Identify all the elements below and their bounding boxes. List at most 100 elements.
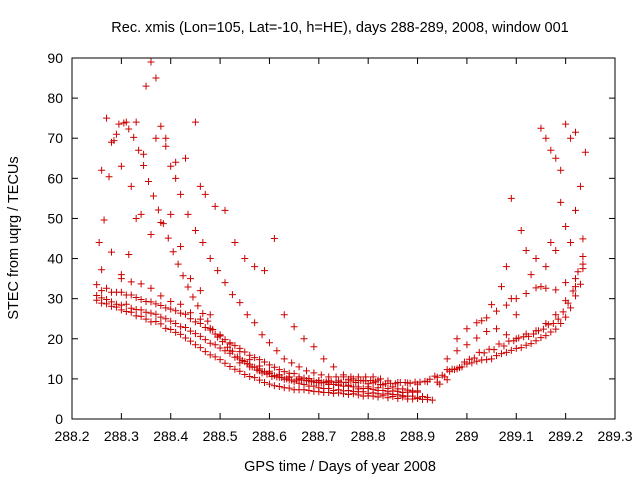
y-tick-label: 10 — [47, 371, 63, 387]
data-point — [226, 347, 234, 355]
data-point — [288, 359, 296, 367]
data-point — [369, 385, 377, 393]
data-point — [389, 383, 397, 391]
data-point — [354, 373, 362, 381]
x-axis-label: GPS time / Days of year 2008 — [244, 459, 436, 475]
data-point — [256, 367, 264, 375]
data-point — [460, 358, 468, 366]
data-point — [117, 288, 125, 296]
data-point — [542, 320, 550, 328]
data-point — [100, 216, 108, 224]
data-point — [186, 337, 194, 345]
data-point — [157, 122, 165, 130]
data-point — [493, 307, 501, 315]
data-point — [142, 82, 150, 90]
data-point — [547, 146, 555, 154]
x-tick-label: 288.8 — [351, 428, 386, 444]
data-point — [206, 339, 214, 347]
data-point — [451, 366, 459, 374]
data-point — [223, 343, 231, 351]
data-point — [162, 134, 170, 142]
data-point — [107, 248, 115, 256]
data-point — [199, 239, 207, 247]
data-point — [572, 292, 580, 300]
data-point — [236, 348, 244, 356]
data-point — [562, 222, 570, 230]
data-point — [502, 301, 510, 309]
data-point — [572, 128, 580, 136]
data-point — [152, 310, 160, 318]
data-point — [236, 299, 244, 307]
data-point — [196, 344, 204, 352]
x-tick-label: 288.4 — [153, 428, 188, 444]
data-point — [172, 328, 180, 336]
data-point — [142, 308, 150, 316]
data-point — [115, 120, 123, 128]
data-point — [470, 354, 478, 362]
data-point — [359, 377, 367, 385]
data-point — [182, 310, 190, 318]
data-point — [221, 206, 229, 214]
data-point — [194, 302, 202, 310]
data-point — [527, 271, 535, 279]
data-point — [204, 317, 212, 325]
data-point — [117, 162, 125, 170]
data-point — [140, 161, 148, 169]
data-point — [512, 335, 520, 343]
data-point — [433, 373, 441, 381]
data-point — [117, 275, 125, 283]
data-point — [285, 373, 293, 381]
data-point — [177, 309, 185, 317]
data-point — [468, 359, 476, 367]
data-point — [522, 341, 530, 349]
y-tick-label: 80 — [47, 90, 63, 106]
data-point — [179, 272, 187, 280]
data-point — [191, 318, 199, 326]
data-point — [127, 304, 135, 312]
data-point — [488, 355, 496, 363]
data-point — [549, 320, 557, 328]
data-point — [310, 343, 318, 351]
data-point — [258, 331, 266, 339]
data-point — [354, 383, 362, 391]
data-point — [251, 354, 259, 362]
data-point — [231, 239, 239, 247]
data-point — [206, 255, 214, 263]
data-point — [562, 313, 570, 321]
data-point — [495, 340, 503, 348]
data-point — [117, 301, 125, 309]
x-tick-label: 288.2 — [54, 428, 89, 444]
chart-title: Rec. xmis (Lon=105, Lat=-10, h=HE), days… — [111, 20, 568, 36]
data-point — [233, 353, 241, 361]
data-point — [251, 374, 259, 382]
data-point — [177, 330, 185, 338]
data-point — [174, 260, 182, 268]
data-point — [572, 283, 580, 291]
data-point — [557, 320, 565, 328]
data-point — [305, 377, 313, 385]
data-point — [554, 315, 562, 323]
data-point — [157, 292, 165, 300]
data-point — [399, 385, 407, 393]
data-point — [369, 379, 377, 387]
y-tick-label: 60 — [47, 170, 63, 186]
y-tick-label: 90 — [47, 50, 63, 66]
data-point — [579, 265, 587, 273]
data-point — [196, 315, 204, 323]
data-point — [552, 325, 560, 333]
data-point — [320, 355, 328, 363]
data-point — [186, 315, 194, 323]
data-point — [216, 344, 224, 352]
data-point — [137, 295, 145, 303]
data-point — [147, 298, 155, 306]
data-point — [280, 355, 288, 363]
data-point — [542, 134, 550, 142]
data-point — [189, 293, 197, 301]
data-point — [164, 234, 172, 242]
data-point — [182, 154, 190, 162]
data-point — [172, 320, 180, 328]
data-point — [265, 380, 273, 388]
data-point — [579, 253, 587, 261]
data-point — [574, 268, 582, 276]
data-point — [177, 190, 185, 198]
